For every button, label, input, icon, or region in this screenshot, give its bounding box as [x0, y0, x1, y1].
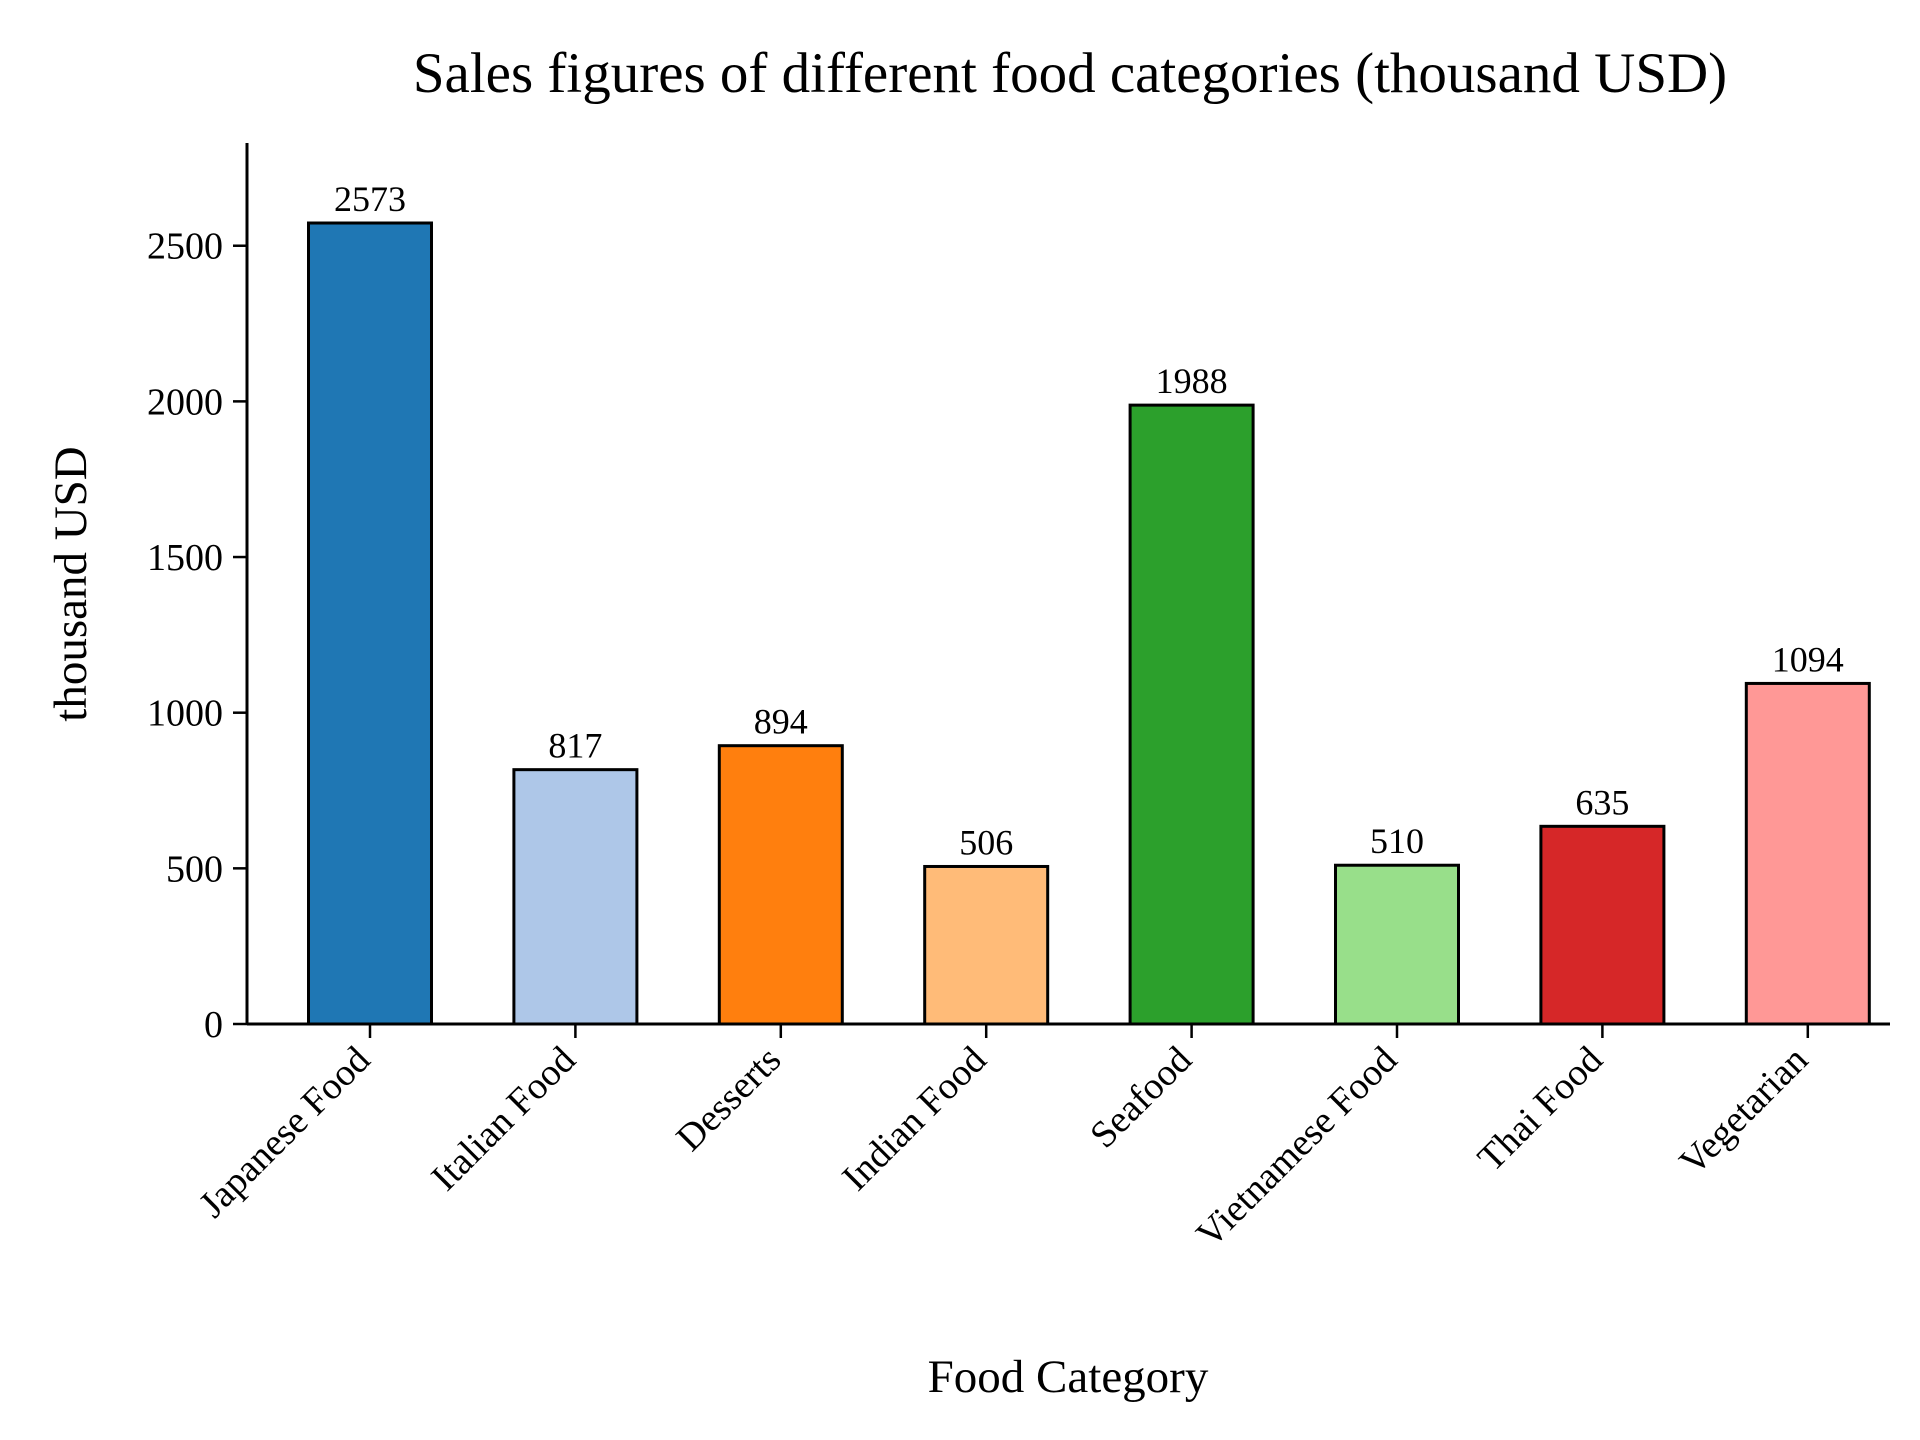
- bar-seafood: [1128, 403, 1255, 1026]
- x-tick-label: Desserts: [668, 1039, 789, 1160]
- bar-indian-food: [923, 864, 1050, 1026]
- value-label: 1988: [1156, 361, 1228, 401]
- x-tick-label: Italian Food: [423, 1039, 583, 1199]
- x-tick-label: Indian Food: [834, 1039, 994, 1199]
- value-labels-layer: 2573 817 894 506 1988 510 635 1094: [334, 179, 1844, 862]
- value-label: 506: [959, 822, 1013, 862]
- value-label: 817: [548, 726, 602, 766]
- bar-italian-food: [512, 768, 639, 1026]
- y-tick-label: 1000: [147, 693, 223, 735]
- bars-layer: [307, 221, 1871, 1026]
- x-tick-label: Vietnamese Food: [1188, 1039, 1405, 1256]
- y-tick-label: 500: [166, 848, 223, 890]
- bar-japanese-food: [307, 221, 433, 1026]
- x-tick-label: Thai Food: [1470, 1039, 1611, 1180]
- value-label: 510: [1370, 821, 1424, 861]
- y-axis-label: thousand USD: [45, 446, 97, 721]
- value-label: 1094: [1772, 639, 1844, 679]
- x-tick-label: Japanese Food: [191, 1039, 378, 1226]
- bar-desserts: [717, 744, 844, 1026]
- y-tick-label: 2500: [147, 226, 223, 268]
- x-ticks-layer: Japanese Food Italian Food Desserts Indian …: [191, 1024, 1816, 1256]
- y-tick-label: 1500: [147, 537, 223, 579]
- y-ticks-layer: 0 500 1000 1500 2000 2500: [147, 226, 247, 1046]
- x-tick-label: Vegetarian: [1672, 1039, 1817, 1184]
- y-tick-label: 2000: [147, 381, 223, 423]
- y-tick-label: 0: [204, 1004, 223, 1046]
- bar-thai-food: [1539, 824, 1666, 1026]
- bar-vegetarian: [1744, 681, 1871, 1026]
- x-axis-label: Food Category: [928, 1351, 1209, 1403]
- value-label: 2573: [334, 179, 406, 219]
- x-tick-label: Seafood: [1082, 1039, 1200, 1157]
- value-label: 635: [1575, 782, 1629, 822]
- bar-vietnamese-food: [1334, 863, 1460, 1026]
- value-label: 894: [754, 702, 808, 742]
- chart-title: Sales figures of different food categori…: [413, 42, 1727, 105]
